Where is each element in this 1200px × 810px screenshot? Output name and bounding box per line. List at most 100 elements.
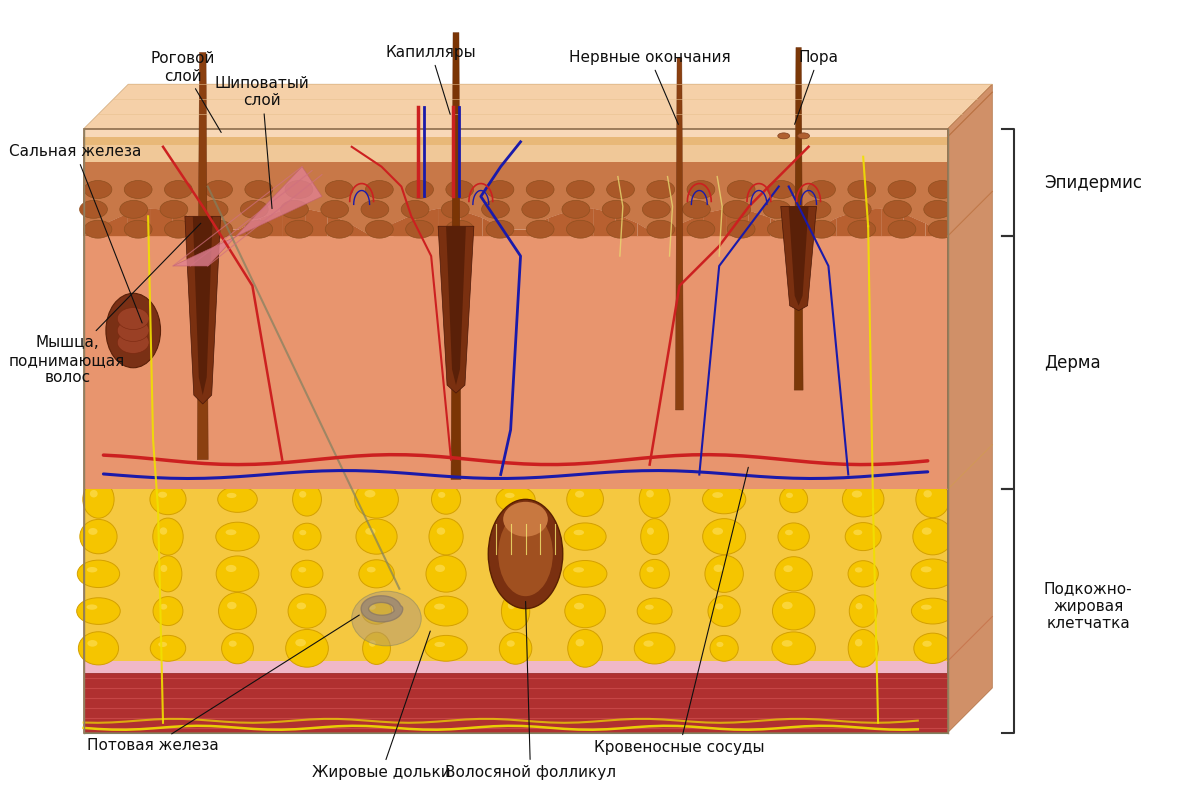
Polygon shape: [682, 213, 704, 237]
Ellipse shape: [118, 331, 149, 353]
Ellipse shape: [848, 181, 876, 198]
Ellipse shape: [292, 561, 323, 587]
Polygon shape: [128, 208, 150, 237]
Ellipse shape: [406, 181, 433, 198]
Ellipse shape: [929, 181, 956, 198]
Ellipse shape: [527, 181, 554, 198]
Ellipse shape: [438, 492, 445, 498]
Ellipse shape: [89, 528, 97, 535]
Ellipse shape: [164, 220, 192, 238]
Ellipse shape: [356, 519, 397, 554]
Polygon shape: [394, 213, 416, 237]
Ellipse shape: [715, 603, 724, 610]
Ellipse shape: [286, 181, 313, 198]
Polygon shape: [859, 208, 881, 237]
Ellipse shape: [854, 639, 863, 646]
Ellipse shape: [446, 220, 474, 238]
Ellipse shape: [154, 597, 182, 625]
Ellipse shape: [565, 595, 606, 628]
Ellipse shape: [522, 200, 550, 218]
Ellipse shape: [888, 181, 916, 198]
Polygon shape: [749, 210, 770, 237]
Ellipse shape: [362, 633, 390, 664]
Ellipse shape: [158, 492, 167, 498]
Ellipse shape: [848, 561, 878, 587]
Polygon shape: [416, 208, 438, 237]
Ellipse shape: [434, 603, 445, 610]
Polygon shape: [460, 210, 482, 237]
Ellipse shape: [842, 482, 884, 517]
Ellipse shape: [778, 133, 790, 139]
Polygon shape: [925, 224, 948, 237]
Ellipse shape: [281, 200, 308, 218]
Ellipse shape: [150, 484, 186, 514]
Ellipse shape: [352, 591, 421, 646]
Ellipse shape: [295, 639, 306, 646]
Text: Эпидермис: Эпидермис: [1044, 173, 1142, 191]
Ellipse shape: [296, 603, 306, 609]
Polygon shape: [84, 137, 948, 145]
Ellipse shape: [425, 635, 467, 661]
Polygon shape: [172, 210, 194, 237]
Polygon shape: [637, 224, 660, 237]
Ellipse shape: [803, 200, 830, 218]
Ellipse shape: [713, 492, 724, 498]
Ellipse shape: [365, 490, 376, 497]
Ellipse shape: [88, 640, 97, 646]
Ellipse shape: [647, 527, 654, 535]
Ellipse shape: [227, 492, 236, 498]
Ellipse shape: [575, 491, 584, 497]
Ellipse shape: [772, 632, 816, 665]
Ellipse shape: [227, 602, 236, 609]
Polygon shape: [948, 84, 992, 733]
Ellipse shape: [607, 181, 635, 198]
Ellipse shape: [702, 485, 745, 514]
Polygon shape: [84, 137, 948, 162]
Ellipse shape: [160, 200, 187, 218]
Ellipse shape: [432, 484, 461, 514]
Ellipse shape: [637, 598, 672, 624]
Polygon shape: [504, 229, 527, 237]
Ellipse shape: [496, 486, 535, 513]
Ellipse shape: [77, 598, 120, 625]
Polygon shape: [571, 208, 593, 237]
Text: Пора: Пора: [794, 50, 839, 124]
Ellipse shape: [442, 200, 469, 218]
Text: Потовая железа: Потовая железа: [88, 615, 359, 753]
Ellipse shape: [798, 133, 810, 139]
Ellipse shape: [911, 598, 954, 624]
Ellipse shape: [768, 181, 796, 198]
Ellipse shape: [922, 527, 931, 535]
Ellipse shape: [502, 556, 530, 591]
Polygon shape: [372, 224, 394, 237]
Polygon shape: [438, 208, 460, 237]
Ellipse shape: [118, 320, 149, 342]
Ellipse shape: [125, 181, 152, 198]
Ellipse shape: [768, 220, 796, 238]
Ellipse shape: [640, 560, 670, 588]
Ellipse shape: [503, 502, 548, 536]
Ellipse shape: [83, 480, 114, 518]
Ellipse shape: [240, 200, 268, 218]
Polygon shape: [781, 207, 816, 311]
Polygon shape: [792, 229, 815, 237]
Polygon shape: [815, 218, 836, 237]
Ellipse shape: [325, 181, 353, 198]
Ellipse shape: [428, 518, 463, 555]
Ellipse shape: [641, 518, 668, 555]
Ellipse shape: [286, 220, 313, 238]
Ellipse shape: [506, 530, 515, 535]
Ellipse shape: [527, 220, 554, 238]
Ellipse shape: [498, 512, 553, 596]
Ellipse shape: [426, 556, 466, 592]
Ellipse shape: [574, 567, 584, 573]
Ellipse shape: [160, 603, 167, 610]
Ellipse shape: [574, 603, 584, 609]
Ellipse shape: [505, 492, 515, 498]
Polygon shape: [239, 218, 260, 237]
Ellipse shape: [916, 481, 949, 518]
Ellipse shape: [161, 565, 167, 572]
Ellipse shape: [646, 604, 654, 610]
Ellipse shape: [923, 641, 931, 647]
Ellipse shape: [154, 556, 182, 592]
